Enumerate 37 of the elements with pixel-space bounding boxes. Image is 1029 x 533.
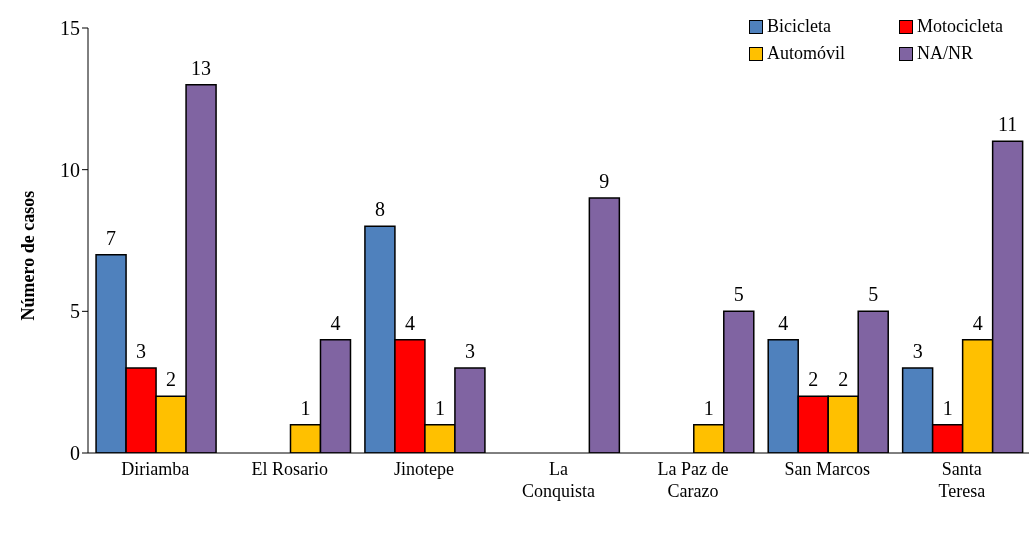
data-label: 11 <box>998 113 1018 136</box>
y-tick-label: 0 <box>70 442 80 465</box>
data-label: 3 <box>136 340 147 362</box>
data-label: 2 <box>166 368 177 391</box>
data-label: 4 <box>330 311 341 334</box>
data-label: 2 <box>808 368 819 391</box>
x-tick-label: Diriamba <box>121 459 190 479</box>
x-tick-label: La Paz de Carazo <box>657 459 729 501</box>
data-label: 13 <box>191 56 212 79</box>
y-tick-label: 5 <box>70 300 80 323</box>
legend-label: Automóvil <box>767 43 846 64</box>
y-tick-label: 10 <box>60 158 80 181</box>
data-label: 1 <box>703 396 714 419</box>
x-tick-label: Santa Teresa <box>938 459 986 501</box>
x-tick-label: Jinotepe <box>394 459 455 479</box>
data-label: 8 <box>374 198 385 221</box>
x-tick-label: El Rosario <box>251 459 328 479</box>
y-axis-title: Número de casos <box>18 190 39 321</box>
x-tick-label: La Conquista <box>521 459 596 501</box>
data-label: 4 <box>404 311 415 334</box>
legend-label: Bicicleta <box>767 16 831 37</box>
data-label: 4 <box>972 311 983 334</box>
x-tick-label: San Marcos <box>784 459 871 479</box>
data-label: 7 <box>106 226 117 249</box>
data-label: 3 <box>912 340 923 362</box>
data-label: 1 <box>434 396 445 419</box>
data-label: 5 <box>868 283 879 306</box>
data-label: 2 <box>838 368 849 391</box>
data-label: 3 <box>464 340 475 362</box>
data-label: 5 <box>733 283 744 306</box>
legend-label: Motocicleta <box>917 16 1003 37</box>
data-label: 1 <box>300 396 311 419</box>
data-label: 4 <box>778 311 789 334</box>
data-label: 1 <box>942 396 953 419</box>
y-tick-label: 15 <box>60 17 80 40</box>
data-label: 9 <box>599 170 610 192</box>
legend-label: NA/NR <box>917 43 974 64</box>
